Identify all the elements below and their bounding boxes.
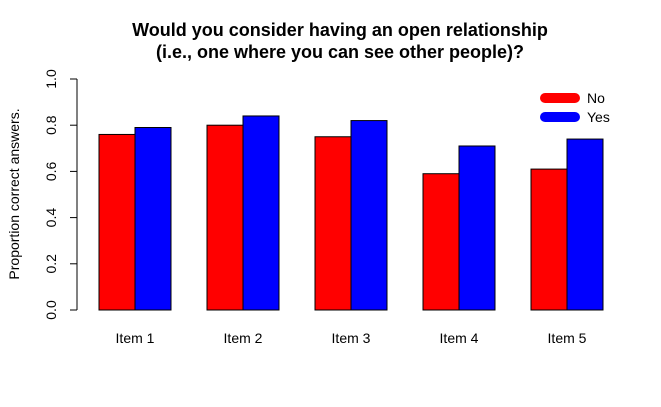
bar-yes-item-5 <box>566 138 604 311</box>
bar-no-item-5 <box>530 168 568 311</box>
y-axis: 0.0 0.2 0.4 0.6 0.8 1.0 <box>43 69 78 320</box>
x-tick-label: Item 4 <box>440 330 479 346</box>
legend-label-yes: Yes <box>587 109 610 125</box>
bar-yes-item-1 <box>134 127 172 311</box>
bar-no-item-3 <box>314 136 352 311</box>
x-tick-label: Item 2 <box>224 330 263 346</box>
chart-title-line-2: (i.e., one where you can see other peopl… <box>156 42 524 62</box>
bar-yes-item-4 <box>458 145 496 311</box>
y-tick-label: 0.2 <box>43 254 59 274</box>
y-tick-label: 1.0 <box>43 69 59 89</box>
legend: No Yes <box>540 90 610 125</box>
x-tick-label: Item 5 <box>548 330 587 346</box>
bar-no-item-1 <box>98 133 136 311</box>
x-tick-labels: Item 1 Item 2 Item 3 Item 4 Item 5 <box>116 330 587 346</box>
y-ticks: 0.0 0.2 0.4 0.6 0.8 1.0 <box>43 69 77 320</box>
y-tick-label: 0.6 <box>43 161 59 181</box>
bars <box>98 115 604 311</box>
legend-label-no: No <box>587 90 605 106</box>
y-axis-label: Proportion correct answers. <box>6 108 22 279</box>
bar-yes-item-3 <box>350 120 388 311</box>
y-tick-label: 0.0 <box>43 300 59 320</box>
y-tick-label: 0.8 <box>43 115 59 135</box>
chart-title-line-1: Would you consider having an open relati… <box>132 20 548 40</box>
y-tick-label: 0.4 <box>43 208 59 228</box>
bar-no-item-2 <box>206 124 244 311</box>
x-tick-label: Item 1 <box>116 330 155 346</box>
bar-no-item-4 <box>422 173 460 311</box>
x-tick-label: Item 3 <box>332 330 371 346</box>
bar-yes-item-2 <box>242 115 280 311</box>
